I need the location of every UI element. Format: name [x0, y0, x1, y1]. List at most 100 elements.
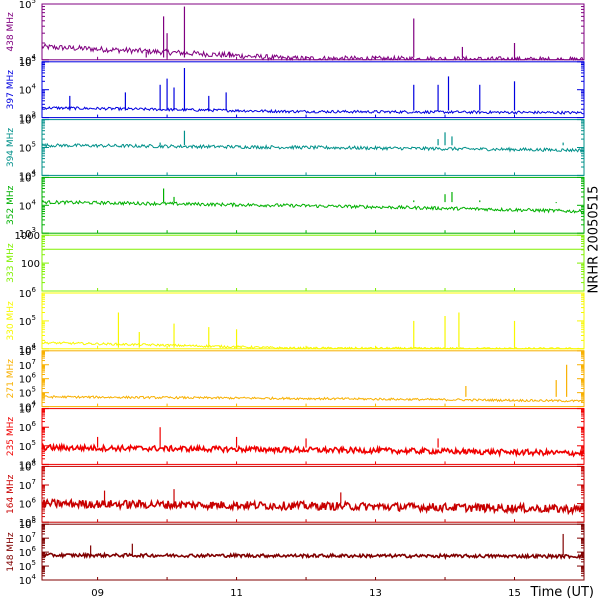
y-tick-exponent: 5 [32, 55, 36, 63]
series-line [41, 43, 585, 62]
y-tick-label: 108 [19, 517, 36, 531]
y-tick-label: 108 [19, 459, 36, 473]
x-tick-label: 13 [369, 588, 382, 599]
y-tick-label: 107 [19, 402, 36, 416]
panel-frequency-label: 164 MHz [6, 474, 16, 514]
series-line [41, 551, 585, 561]
y-tick-label: 106 [19, 113, 37, 127]
panel-frame [41, 3, 585, 61]
y-tick-label: 106 [19, 545, 37, 559]
panel-frequency-label: 438 MHz [6, 12, 16, 52]
y-tick-exponent: 7 [32, 358, 36, 366]
y-tick-label: 106 [19, 497, 37, 511]
panel-frame [41, 408, 585, 465]
y-tick-exponent: 4 [32, 573, 37, 581]
panel-333-mhz: 1000 100 333 MHz [6, 231, 585, 292]
y-tick-exponent: 5 [32, 0, 36, 5]
y-tick-label: 107 [19, 358, 36, 372]
panel-frame [41, 465, 585, 523]
y-tick-exponent: 4 [32, 198, 37, 206]
panel-frame [41, 523, 585, 581]
panel-frequency-label: 330 MHz [6, 301, 16, 341]
panel-frame [41, 292, 585, 350]
y-tick-label: 105 [19, 170, 36, 184]
series-line [41, 497, 585, 516]
y-tick-label: 106 [19, 286, 37, 300]
y-tick-exponent: 4 [32, 168, 37, 176]
y-tick-exponent: 5 [32, 141, 36, 149]
panel-frequency-label: 333 MHz [6, 243, 16, 283]
panel-frame [41, 61, 585, 119]
y-tick-label: 107 [19, 478, 36, 492]
x-tick-label: 15 [508, 588, 521, 599]
series-line [41, 105, 584, 115]
panel-frequency-label: 235 MHz [6, 417, 16, 457]
y-tick-label: 105 [19, 386, 36, 400]
y-tick-label: 104 [19, 573, 37, 587]
x-tick-label: 11 [230, 588, 243, 599]
series-line [41, 395, 584, 403]
y-tick-exponent: 4 [32, 400, 37, 408]
y-tick-label: 100 [21, 259, 40, 270]
series-line [41, 340, 584, 350]
y-tick-exponent: 8 [32, 459, 36, 467]
panel-frequency-label: 271 MHz [6, 359, 16, 399]
y-tick-exponent: 4 [32, 83, 37, 91]
y-tick-exponent: 6 [32, 372, 37, 380]
panel-frequency-label: 352 MHz [6, 185, 16, 225]
y-tick-exponent: 8 [32, 517, 36, 525]
y-tick-exponent: 5 [32, 386, 36, 394]
y-tick-exponent: 6 [32, 420, 37, 428]
y-tick-label: 105 [19, 439, 36, 453]
y-tick-exponent: 4 [32, 457, 37, 465]
y-tick-label: 1000 [15, 231, 40, 242]
y-tick-exponent: 8 [32, 344, 36, 352]
y-tick-exponent: 5 [32, 515, 36, 523]
y-tick-exponent: 6 [32, 545, 37, 553]
y-tick-exponent: 7 [32, 402, 36, 410]
y-tick-exponent: 6 [32, 113, 37, 121]
series-line [41, 142, 585, 153]
y-tick-exponent: 4 [32, 53, 37, 61]
y-tick-exponent: 4 [32, 342, 37, 350]
y-tick-label: 108 [19, 344, 36, 358]
y-tick-label: 105 [19, 559, 36, 573]
panel-frequency-label: 397 MHz [6, 70, 16, 110]
y-tick-label: 106 [19, 372, 37, 386]
y-tick-label: 105 [19, 141, 36, 155]
y-tick-exponent: 6 [32, 497, 37, 505]
series-line [41, 199, 585, 214]
station-date-label: NRHR 20050515 [586, 185, 600, 294]
y-tick-exponent: 7 [32, 478, 36, 486]
y-tick-label: 104 [19, 198, 37, 212]
y-tick-label: 106 [19, 420, 37, 434]
y-tick-label: 105 [19, 55, 36, 69]
y-tick-label: 105 [19, 314, 36, 328]
x-tick-label: 09 [91, 588, 104, 599]
y-tick-label: 107 [19, 531, 36, 545]
y-tick-exponent: 6 [32, 286, 37, 294]
y-tick-exponent: 5 [32, 559, 36, 567]
y-tick-label: 105 [19, 0, 36, 11]
panel-frequency-label: 394 MHz [6, 128, 16, 168]
y-tick-exponent: 7 [32, 531, 36, 539]
y-tick-exponent: 3 [32, 111, 36, 119]
panel-frame [41, 234, 585, 292]
y-tick-label: 104 [19, 83, 37, 97]
x-axis-label: Time (UT) [529, 585, 594, 600]
panel-frame [41, 350, 585, 408]
series-line [41, 442, 585, 459]
y-tick-exponent: 3 [32, 226, 36, 234]
panel-frequency-label: 148 MHz [6, 532, 16, 572]
y-tick-exponent: 5 [32, 170, 36, 178]
